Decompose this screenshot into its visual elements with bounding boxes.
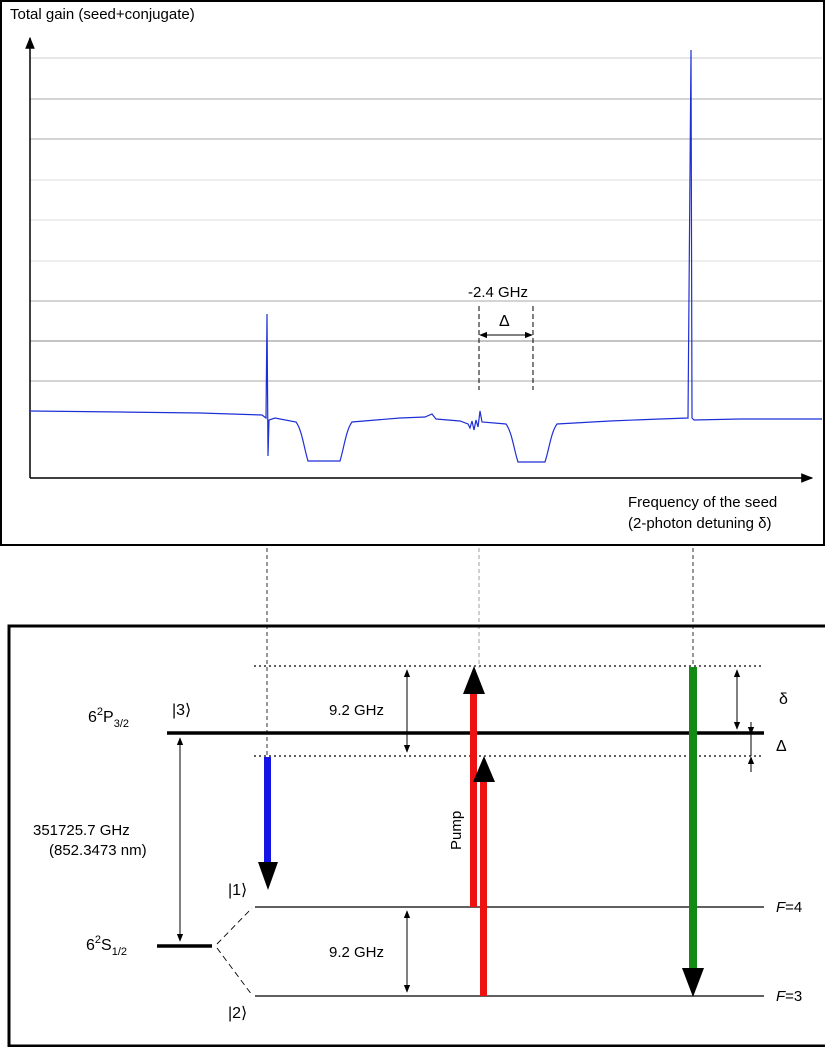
f4-label: F=4 (776, 899, 802, 916)
spectrum-panel (0, 0, 825, 546)
spectrum-grid (30, 57, 822, 382)
seed-arrow (258, 757, 278, 890)
detuning-value: -2.4 GHz (468, 284, 528, 301)
spectrum-x-label-line1: Frequency of the seed (628, 494, 777, 511)
two-photon-detuning-symbol: δ (779, 691, 788, 708)
detuning-delta-symbol: Δ (499, 313, 510, 330)
excited-term-label: 62P3/2 (88, 706, 129, 730)
optical-frequency: 351725.7 GHz (33, 822, 130, 839)
state1-ket: |1⟩ (228, 882, 247, 899)
gain-trace (29, 49, 822, 463)
pump-label: Pump (448, 811, 465, 850)
split-line-lower (216, 947, 253, 996)
split-line-upper (216, 907, 253, 945)
hyperfine-gap-bottom-label: 9.2 GHz (329, 944, 384, 961)
optical-wavelength: (852.3473 nm) (49, 842, 147, 859)
pump-arrow-2 (473, 756, 495, 996)
hyperfine-gap-top-label: 9.2 GHz (329, 702, 384, 719)
spectrum-y-label: Total gain (seed+conjugate) (10, 6, 195, 23)
conjugate-arrow (682, 667, 704, 997)
level-diagram-panel (7, 624, 825, 1047)
state2-ket: |2⟩ (228, 1005, 247, 1022)
one-photon-detuning-symbol: Δ (776, 738, 787, 755)
panel-connectors (266, 548, 694, 760)
f3-label: F=3 (776, 988, 802, 1005)
ground-term-label: 62S1/2 (86, 934, 127, 958)
spectrum-x-label-line2: (2-photon detuning δ) (628, 515, 771, 532)
excited-state-ket: |3⟩ (172, 702, 191, 719)
pump-arrow-1 (463, 666, 485, 907)
